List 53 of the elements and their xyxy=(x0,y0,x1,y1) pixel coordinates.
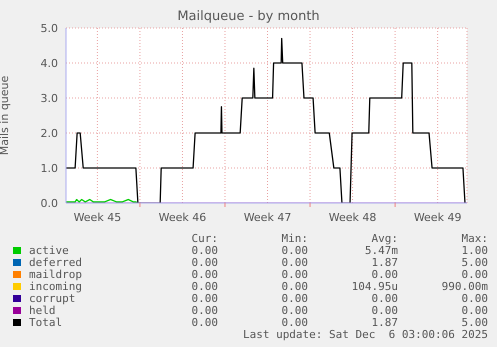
text: Cur: xyxy=(190,232,218,245)
legend-label: incoming xyxy=(29,280,83,292)
text: 0.00 xyxy=(190,268,218,280)
text: 0.00 xyxy=(280,256,308,268)
y-tick-label: 2.0 xyxy=(40,126,58,140)
text: 104.95u xyxy=(350,280,398,292)
text: 1.00 xyxy=(460,244,488,256)
text: 0.00 xyxy=(280,304,308,316)
text: 1.87 xyxy=(370,256,398,268)
text: 990.00m xyxy=(440,280,488,292)
text: 0.00 xyxy=(280,268,308,280)
text: 5.00 xyxy=(460,316,488,328)
legend-label: held xyxy=(29,304,56,316)
y-tick-label: 5.0 xyxy=(40,22,58,35)
y-axis-title: Mails in queue xyxy=(0,75,11,156)
text: 0.00 xyxy=(370,292,398,304)
text: 0.00 xyxy=(460,292,488,304)
legend-label: corrupt xyxy=(29,292,76,304)
x-tick-label: Week 46 xyxy=(158,211,206,224)
y-tick-label: 4.0 xyxy=(40,56,58,70)
text: Avg: xyxy=(370,232,398,245)
legend-label: deferred xyxy=(29,256,83,268)
text: 1.87 xyxy=(370,316,398,328)
text: 5.00 xyxy=(460,256,488,268)
text: 0.00 xyxy=(190,316,218,328)
text: 0.00 xyxy=(190,244,218,256)
text: 0.00 xyxy=(370,268,398,280)
legend-label: maildrop xyxy=(29,268,83,280)
chart-title: Mailqueue - by month xyxy=(177,9,320,24)
legend-label: Total xyxy=(29,316,64,328)
x-tick-label: Week 47 xyxy=(244,211,292,224)
text: 0.00 xyxy=(280,244,308,256)
text: 0.00 xyxy=(280,292,308,304)
x-tick-label: Week 48 xyxy=(328,211,376,224)
text: 0.00 xyxy=(190,304,218,316)
text: 0.00 xyxy=(280,316,308,328)
y-tick-label: 0.0 xyxy=(40,196,58,210)
text: Max: xyxy=(460,232,488,245)
text: 0.00 xyxy=(460,304,488,316)
text: 0.00 xyxy=(190,256,218,268)
text: 0.00 xyxy=(190,292,218,304)
x-tick-label: Week 45 xyxy=(74,211,122,224)
text: 0.00 xyxy=(280,280,308,292)
text: 0.00 xyxy=(190,280,218,292)
text: Min: xyxy=(280,232,308,245)
y-tick-label: 1.0 xyxy=(40,162,58,175)
text: 0.00 xyxy=(460,268,488,280)
text: Last update: Sat Dec 6 03:00:06 2025 xyxy=(242,328,488,341)
text: 5.47m xyxy=(364,244,398,256)
legend-label: active xyxy=(29,244,70,256)
y-tick-label: 3.0 xyxy=(40,92,58,105)
x-tick-label: Week 49 xyxy=(414,211,462,224)
text: 0.00 xyxy=(370,304,398,316)
